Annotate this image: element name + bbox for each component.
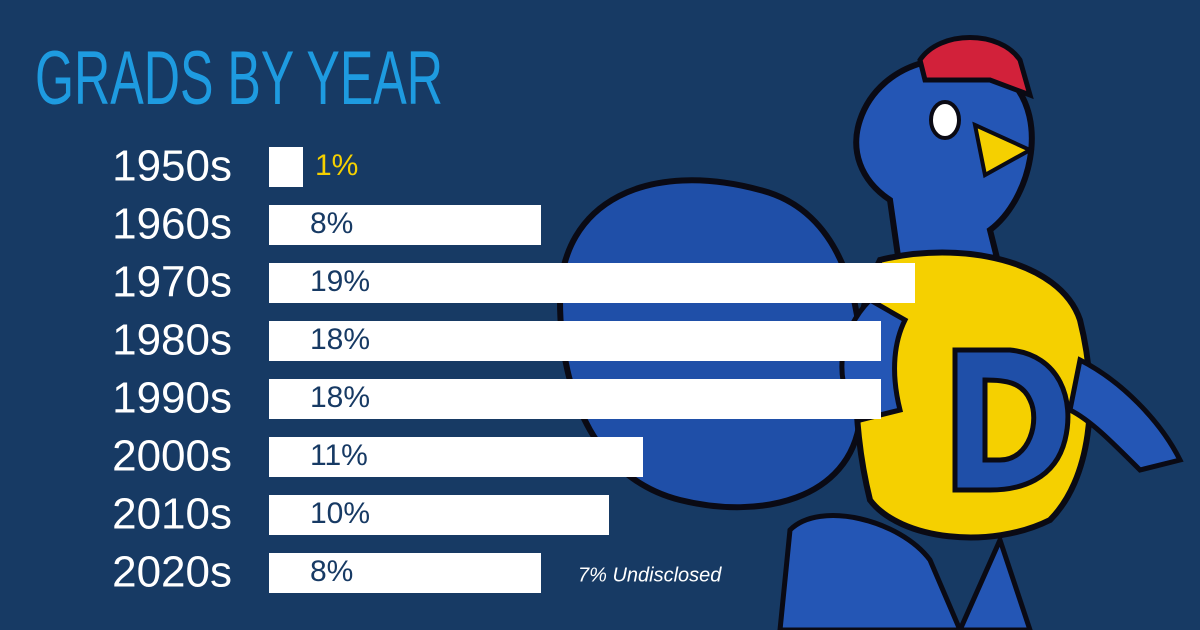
- annotation: 7% Undisclosed: [578, 564, 722, 586]
- value-label: 8%: [310, 555, 353, 588]
- category-label: 2010s: [112, 490, 232, 539]
- category-label: 1990s: [112, 374, 232, 423]
- bar: [269, 205, 541, 245]
- category-label: 1960s: [112, 200, 232, 249]
- category-label: 1970s: [112, 258, 232, 307]
- category-label: 2000s: [112, 432, 232, 481]
- bar: [269, 553, 541, 593]
- bar: [269, 147, 303, 187]
- value-label: 18%: [310, 323, 370, 356]
- value-label: 18%: [310, 381, 370, 414]
- value-label: 8%: [310, 207, 353, 240]
- bar: [269, 321, 881, 361]
- chart-title: GRADS BY YEAR: [35, 36, 443, 121]
- value-label: 11%: [310, 439, 368, 472]
- value-label: 19%: [310, 265, 370, 298]
- value-label: 1%: [315, 149, 358, 182]
- bar: [269, 263, 915, 303]
- category-label: 1980s: [112, 316, 232, 365]
- bar: [269, 379, 881, 419]
- category-label: 1950s: [112, 142, 232, 191]
- category-label: 2020s: [112, 548, 232, 597]
- bar: [269, 495, 609, 535]
- bar: [269, 437, 643, 477]
- value-label: 10%: [310, 497, 370, 530]
